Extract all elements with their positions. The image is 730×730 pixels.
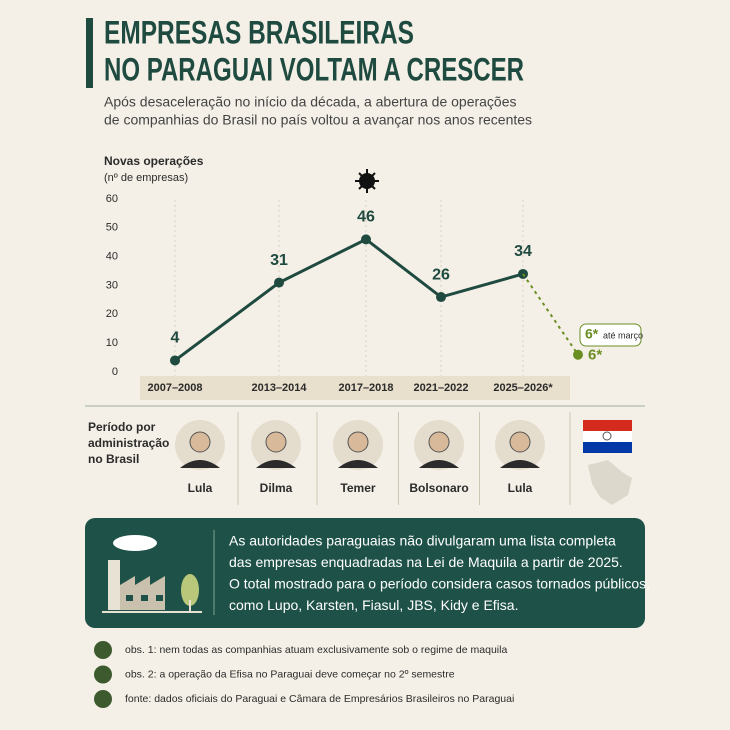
- note: obs. 1: nem todas as companhias atuam ex…: [125, 644, 507, 656]
- series-line: [522, 273, 579, 356]
- y-axis-label: (nº de empresas): [104, 172, 188, 184]
- x-tick-label: 2025–2026*: [493, 382, 553, 394]
- x-tick-label: 2013–2014: [251, 382, 307, 394]
- portrait-body: [256, 460, 296, 468]
- info-line: As autoridades paraguaias não divulgaram…: [229, 533, 616, 549]
- admin-label: no Brasil: [88, 452, 139, 466]
- value-label: 31: [270, 252, 288, 269]
- annotation-detail: até março: [603, 330, 643, 340]
- covid-icon: [355, 169, 379, 193]
- value-label: 26: [432, 266, 450, 283]
- subtitle: Após desaceleração no início da década, …: [104, 94, 517, 110]
- portrait-body: [500, 460, 540, 468]
- president-name: Dilma: [260, 481, 293, 495]
- y-tick-label: 20: [106, 308, 118, 320]
- point: [573, 349, 583, 360]
- note-icon: [94, 690, 112, 708]
- info-line: O total mostrado para o período consider…: [229, 576, 650, 592]
- admin-label: Período por: [88, 420, 156, 434]
- value-label: 6*: [588, 347, 602, 364]
- portrait-head: [347, 431, 369, 453]
- admin-label: administração: [88, 436, 169, 450]
- portrait-head: [189, 431, 211, 453]
- y-tick-label: 0: [112, 366, 118, 378]
- note: fonte: dados oficiais do Paraguai e Câma…: [125, 693, 514, 705]
- portrait-body: [419, 460, 459, 468]
- title: NO PARAGUAI VOLTAM A CRESCER: [104, 51, 524, 87]
- info-line: como Lupo, Karsten, Fiasul, JBS, Kidy e …: [229, 597, 518, 613]
- y-tick-label: 50: [106, 222, 118, 234]
- portrait-head: [428, 431, 450, 453]
- note-icon: [94, 665, 112, 684]
- y-tick-label: 10: [106, 337, 118, 349]
- portrait-body: [180, 460, 220, 468]
- info-line: das empresas enquadradas na Lei de Maqui…: [229, 554, 623, 570]
- annotation-box: [579, 323, 642, 347]
- factory-icon: [102, 535, 202, 613]
- subtitle: de companhias do Brasil no país voltou a…: [104, 112, 532, 128]
- portrait-head: [265, 431, 287, 453]
- x-tick-label: 2007–2008: [147, 382, 202, 394]
- y-tick-label: 40: [106, 251, 118, 263]
- president-name: Temer: [340, 481, 375, 495]
- note: obs. 2: a operação da Efisa no Paraguai …: [125, 668, 455, 680]
- value-label: 34: [514, 243, 532, 260]
- x-tick-label: 2021–2022: [413, 382, 468, 394]
- portrait-head: [509, 431, 531, 453]
- point: [274, 277, 284, 288]
- x-tick-label: 2017–2018: [338, 382, 393, 394]
- value-label: 46: [357, 209, 375, 226]
- administrations: Período por administração no Brasil Lula Dil…: [88, 412, 545, 505]
- president-name: Bolsonaro: [409, 481, 468, 495]
- point: [436, 292, 446, 303]
- info-text: As autoridades paraguaias não divulgaram…: [229, 533, 650, 614]
- annotation-label: 6*: [585, 326, 599, 342]
- title: EMPRESAS BRASILEIRAS: [104, 14, 414, 50]
- portrait-body: [338, 460, 378, 468]
- notes: obs. 1: nem todas as companhias atuam ex…: [94, 641, 514, 708]
- category-band: [140, 376, 570, 400]
- paraguay-flag: [583, 420, 632, 453]
- value-label: 4: [171, 330, 180, 347]
- president-name: Lula: [188, 481, 213, 495]
- president-name: Lula: [508, 481, 533, 495]
- point: [361, 234, 371, 245]
- y-tick-label: 60: [106, 193, 118, 205]
- point: [170, 355, 180, 366]
- note-icon: [94, 641, 112, 659]
- info-box: [85, 518, 645, 628]
- y-axis-label: Novas operações: [104, 154, 204, 168]
- title-bar: [86, 18, 93, 88]
- y-tick-label: 30: [106, 279, 118, 291]
- paraguay-map: [588, 460, 632, 505]
